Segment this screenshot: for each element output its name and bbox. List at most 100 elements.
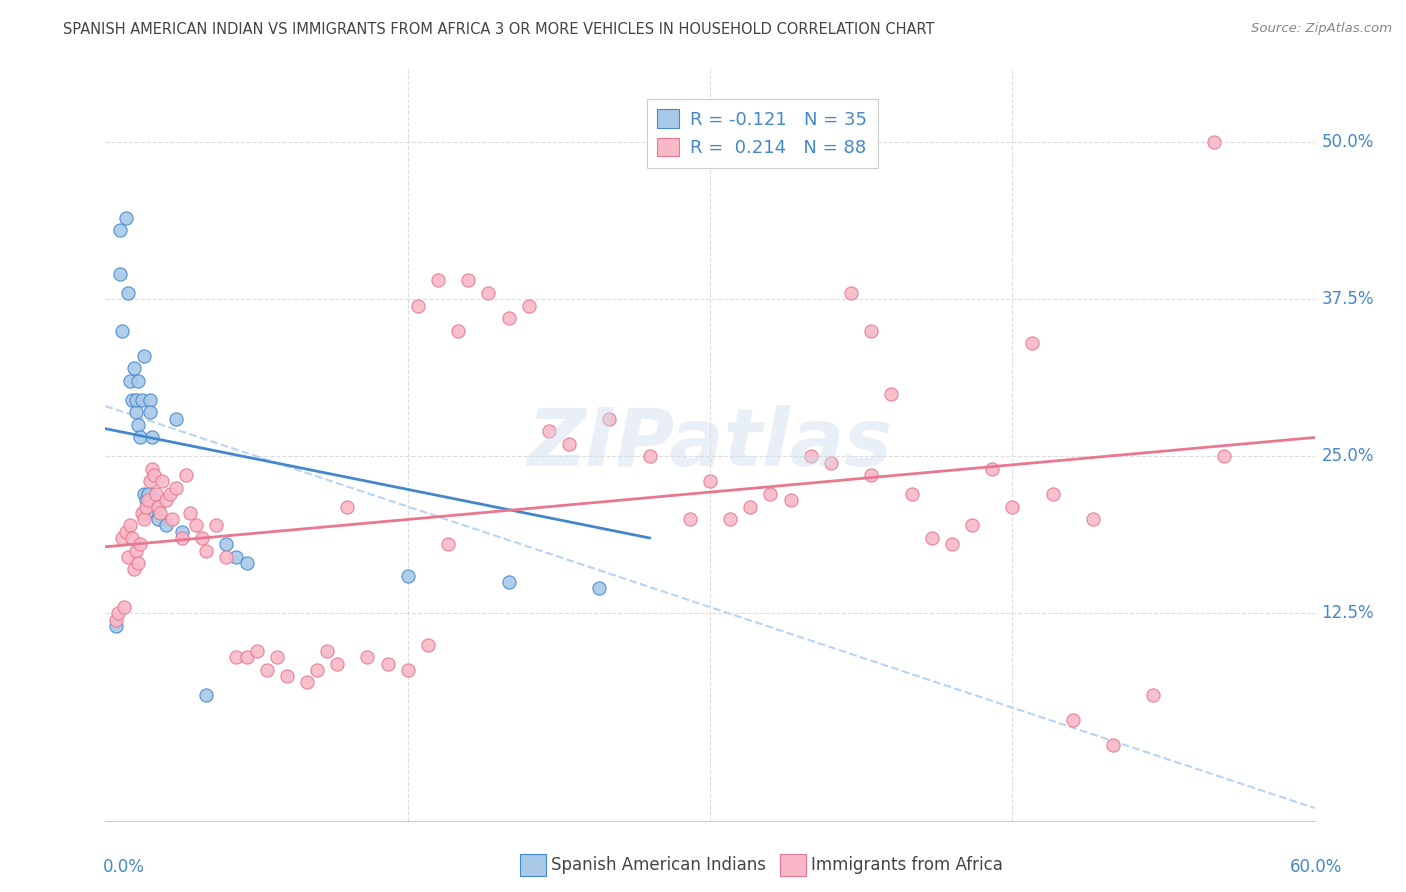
Point xyxy=(117,285,139,300)
Point xyxy=(1021,336,1043,351)
Point xyxy=(108,267,131,281)
Point xyxy=(139,392,162,407)
Point xyxy=(266,650,288,665)
Point xyxy=(336,500,359,514)
Text: 25.0%: 25.0% xyxy=(1322,447,1374,466)
Point xyxy=(135,500,157,514)
Point xyxy=(191,531,214,545)
Point xyxy=(127,556,149,570)
Point xyxy=(121,531,143,545)
Point xyxy=(598,411,620,425)
Point xyxy=(174,468,197,483)
Point xyxy=(740,500,762,514)
Point xyxy=(108,223,131,237)
Point xyxy=(498,311,520,326)
Point xyxy=(406,299,429,313)
Point xyxy=(1142,688,1164,702)
Text: 0.0%: 0.0% xyxy=(103,858,145,876)
Point xyxy=(136,493,159,508)
Point xyxy=(960,518,983,533)
Legend: R = -0.121   N = 35, R =  0.214   N = 88: R = -0.121 N = 35, R = 0.214 N = 88 xyxy=(647,98,877,168)
Point xyxy=(135,506,157,520)
Point xyxy=(215,549,238,564)
Text: Spanish American Indians: Spanish American Indians xyxy=(551,856,766,874)
Point xyxy=(477,285,499,300)
Point xyxy=(159,487,181,501)
Point xyxy=(941,537,963,551)
Point xyxy=(699,475,721,489)
Point xyxy=(246,644,269,658)
Point xyxy=(117,549,139,564)
Point xyxy=(437,537,460,551)
Point xyxy=(276,669,298,683)
Point xyxy=(127,417,149,432)
Point xyxy=(860,324,883,338)
Point xyxy=(326,657,349,671)
Point xyxy=(195,688,218,702)
Point xyxy=(416,638,439,652)
Point xyxy=(1042,487,1064,501)
Point xyxy=(316,644,339,658)
Point xyxy=(396,663,419,677)
Point xyxy=(150,475,173,489)
Point xyxy=(1213,450,1236,464)
Point xyxy=(195,543,218,558)
Point xyxy=(104,619,127,633)
Point xyxy=(170,524,193,539)
Point xyxy=(114,211,136,225)
Point xyxy=(1081,512,1104,526)
Point xyxy=(457,273,479,287)
Point xyxy=(880,386,903,401)
Point xyxy=(132,487,155,501)
Point xyxy=(1102,739,1125,753)
Point xyxy=(718,512,741,526)
Point xyxy=(225,549,247,564)
Point xyxy=(205,518,228,533)
Point xyxy=(860,468,883,483)
Point xyxy=(1062,713,1084,727)
Point xyxy=(127,374,149,388)
Point xyxy=(820,456,842,470)
Point xyxy=(114,524,136,539)
Text: 12.5%: 12.5% xyxy=(1322,605,1374,623)
Point xyxy=(107,607,129,621)
Point xyxy=(118,374,141,388)
Point xyxy=(131,392,153,407)
Point xyxy=(215,537,238,551)
Point xyxy=(165,411,187,425)
Point xyxy=(146,512,169,526)
Point xyxy=(135,493,157,508)
Point xyxy=(558,436,581,450)
Point xyxy=(141,462,163,476)
Point xyxy=(145,493,167,508)
Point xyxy=(256,663,278,677)
Point xyxy=(1202,135,1225,149)
Text: 50.0%: 50.0% xyxy=(1322,133,1374,152)
Point xyxy=(588,581,610,595)
Point xyxy=(800,450,823,464)
Point xyxy=(759,487,782,501)
Text: Immigrants from Africa: Immigrants from Africa xyxy=(811,856,1002,874)
Point xyxy=(142,468,165,483)
Point xyxy=(139,475,162,489)
Point xyxy=(110,531,132,545)
Point xyxy=(427,273,450,287)
Point xyxy=(124,405,148,419)
Point xyxy=(839,285,862,300)
Point xyxy=(307,663,329,677)
Point xyxy=(155,493,177,508)
Point xyxy=(136,487,159,501)
Point xyxy=(295,675,318,690)
Point xyxy=(921,531,943,545)
Point xyxy=(165,481,187,495)
Point xyxy=(112,600,135,615)
Point xyxy=(679,512,702,526)
Point xyxy=(132,349,155,363)
Point xyxy=(145,487,167,501)
Point xyxy=(121,392,143,407)
Point xyxy=(149,506,172,520)
Point xyxy=(900,487,922,501)
Point xyxy=(235,650,257,665)
Point xyxy=(356,650,378,665)
Text: 37.5%: 37.5% xyxy=(1322,290,1374,309)
